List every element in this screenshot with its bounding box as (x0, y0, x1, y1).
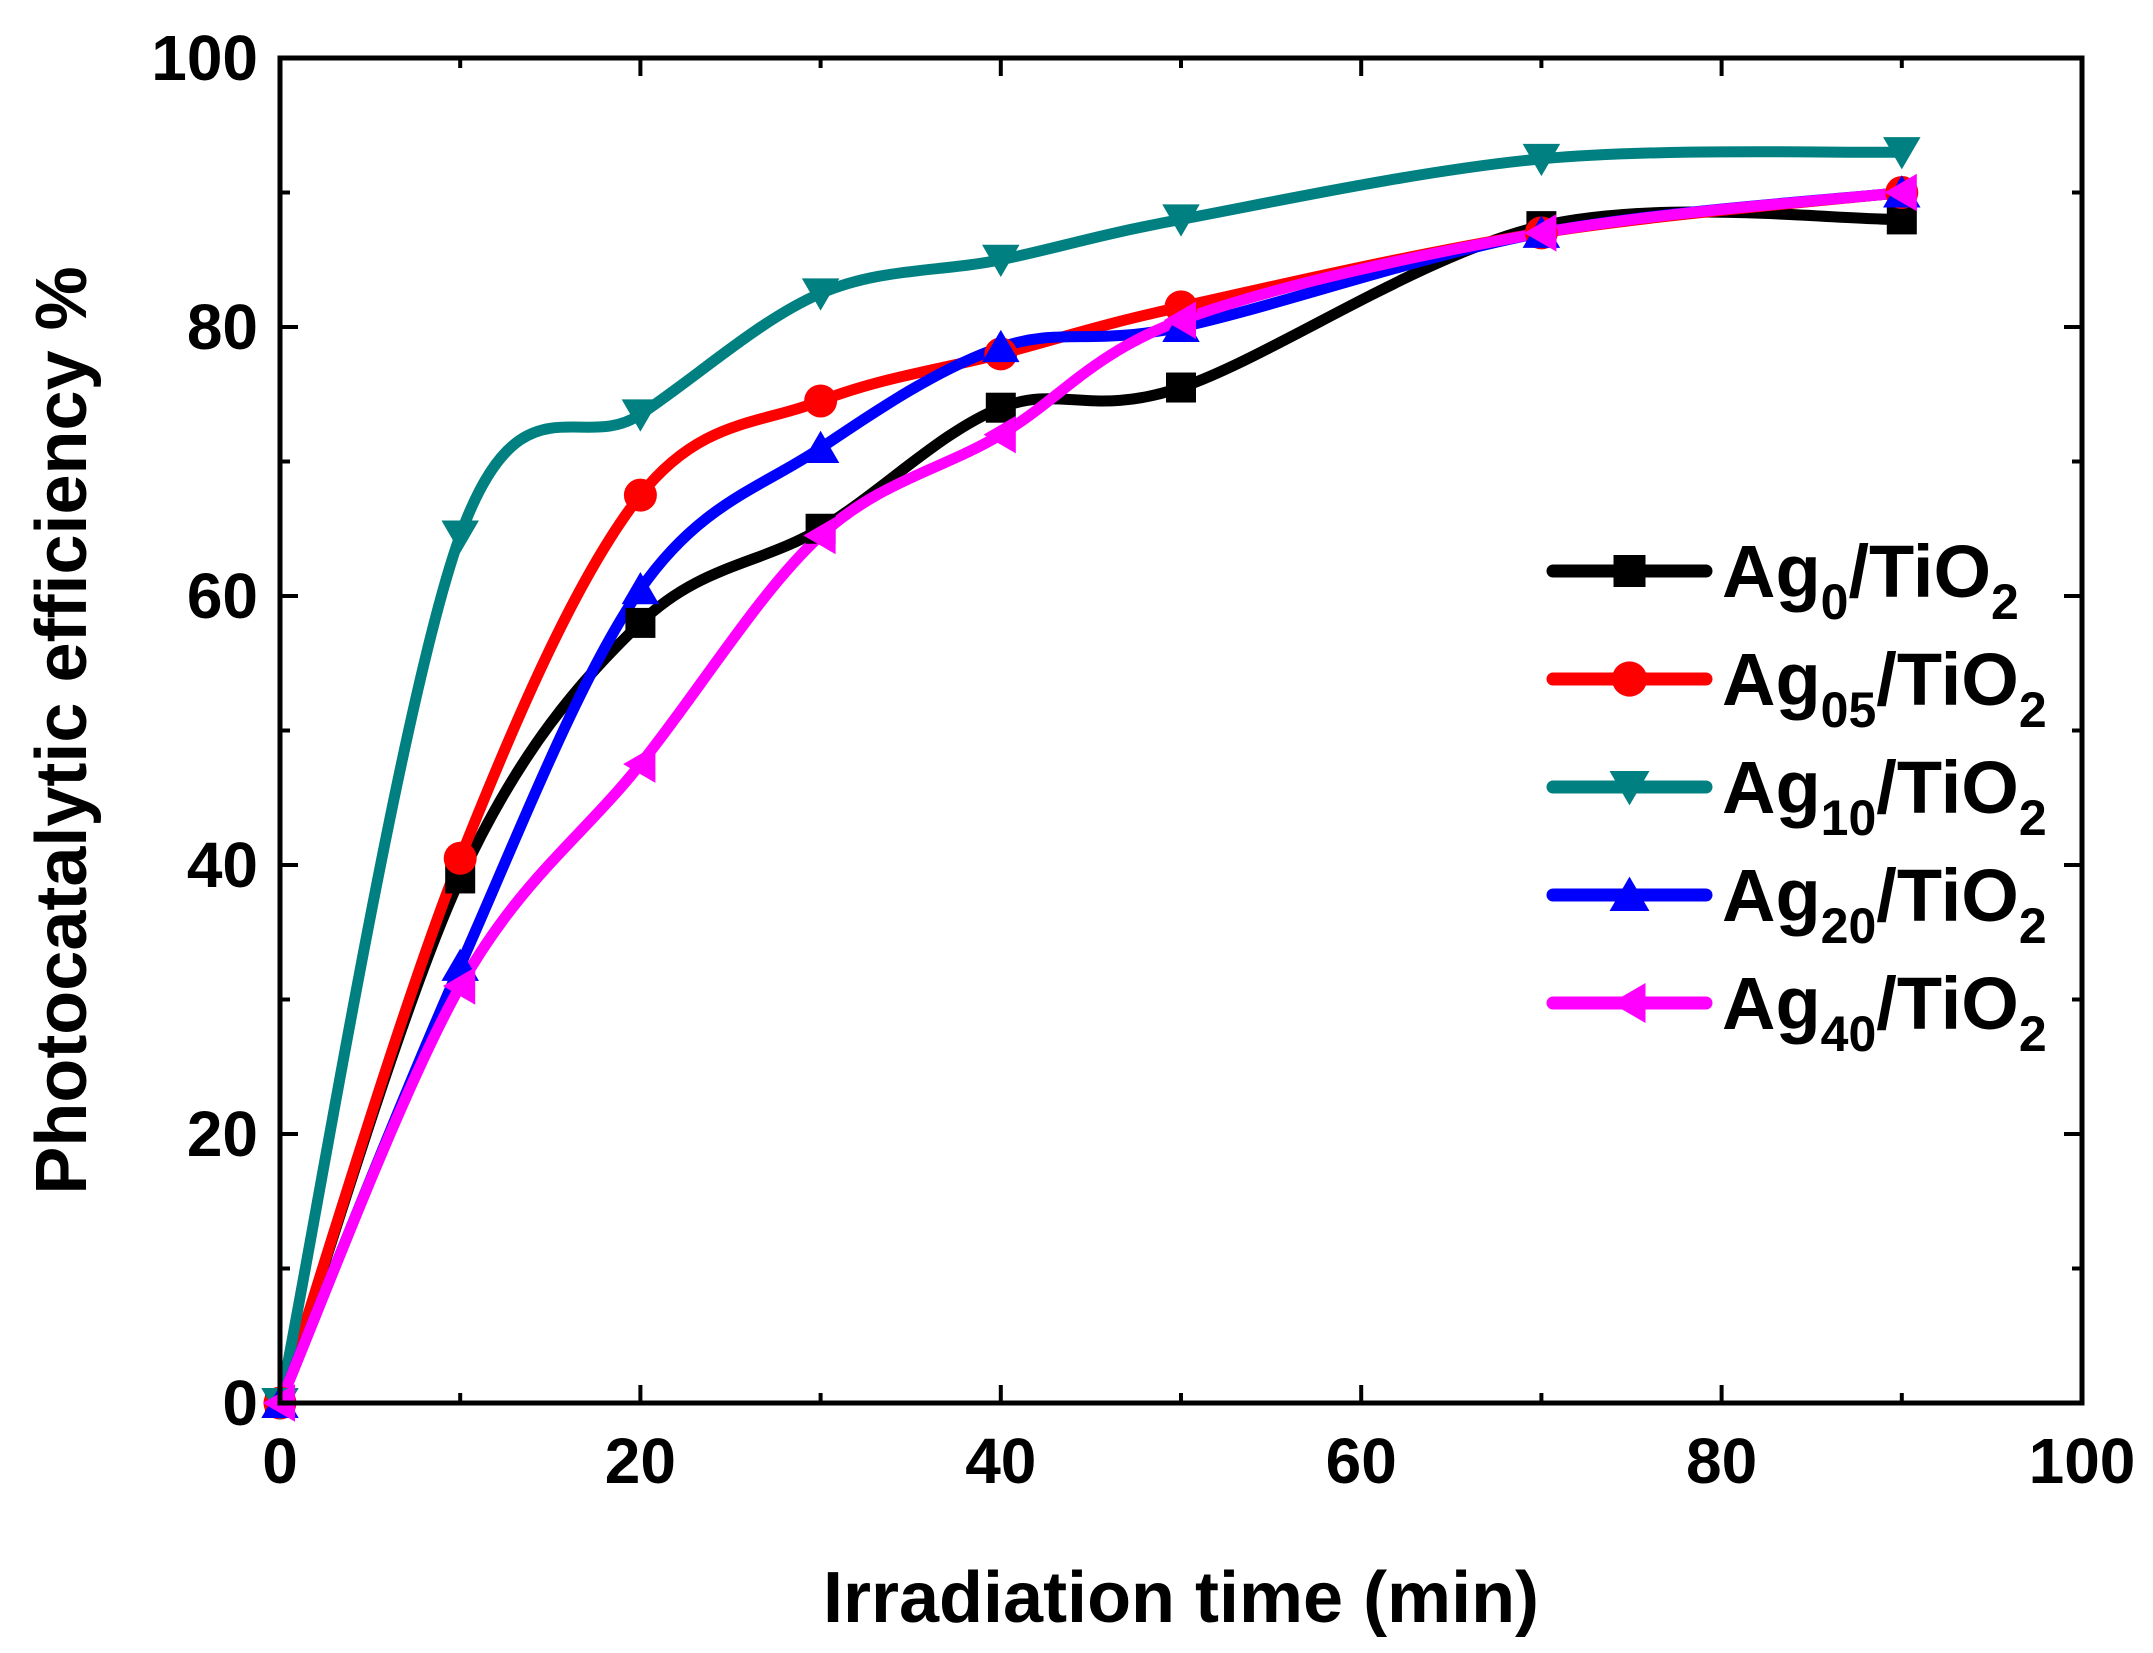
legend-swatch-marker (1611, 661, 1648, 697)
legend-label-subscript: 2 (2019, 898, 2047, 954)
legend-label: Ag05/TiO2 (1722, 638, 2047, 738)
legend-label-text: /TiO (1876, 962, 2019, 1045)
y-tick-label: 80 (187, 291, 258, 363)
series-lines (274, 146, 1908, 1409)
legend-label-text: /TiO (1876, 746, 2019, 829)
legend-item: Ag05/TiO2 (1546, 638, 2047, 738)
y-tick-label: 60 (187, 560, 258, 632)
legend-label: Ag40/TiO2 (1722, 962, 2047, 1062)
data-point-20 (801, 430, 840, 464)
y-axis-title: Photocatalytic efficiency % (22, 266, 102, 1194)
legend-label-subscript: 2 (1991, 574, 2019, 630)
legend-item: Ag20/TiO2 (1546, 854, 2047, 954)
legend-label-text: Ag (1722, 638, 1821, 721)
data-point-20 (621, 572, 660, 605)
data-point-0 (625, 607, 656, 638)
data-point-40 (623, 745, 656, 783)
legend-label-subscript: 05 (1821, 682, 1877, 738)
data-point-10 (1162, 204, 1200, 237)
y-tick-label: 0 (222, 1367, 258, 1439)
x-tick-label: 60 (1326, 1425, 1397, 1497)
y-tick-label: 40 (187, 829, 258, 901)
data-point-0 (1166, 372, 1196, 403)
legend-label-subscript: 2 (2019, 1006, 2047, 1062)
legend-label-subscript: 2 (2019, 790, 2047, 846)
legend-label-text: /TiO (1876, 638, 2019, 721)
data-point-40 (442, 967, 476, 1005)
series-line-40 (274, 187, 1908, 1409)
y-tick-label: 20 (187, 1098, 258, 1170)
legend: Ag0/TiO2Ag05/TiO2Ag10/TiO2Ag20/TiO2Ag40/… (1546, 530, 2047, 1062)
legend-label-text: /TiO (1876, 854, 2019, 937)
legend-swatch-marker (1609, 771, 1650, 806)
data-point-10 (621, 399, 660, 432)
legend-item: Ag40/TiO2 (1546, 962, 2047, 1062)
data-point-05 (443, 841, 477, 875)
legend-item: Ag10/TiO2 (1546, 746, 2047, 846)
legend-label: Ag10/TiO2 (1722, 746, 2047, 846)
legend-label-text: Ag (1722, 746, 1821, 829)
data-point-40 (1163, 301, 1196, 340)
legend-label-text: Ag (1722, 530, 1821, 613)
legend-label-text: /TiO (1848, 530, 1991, 613)
x-axis-title: Irradiation time (min) (823, 1558, 1539, 1638)
data-point-20 (982, 329, 1020, 363)
legend-label: Ag20/TiO2 (1722, 854, 2047, 954)
axis-ticks (278, 56, 2084, 1405)
data-point-0 (985, 392, 1016, 423)
data-point-05 (804, 384, 838, 418)
data-point-10 (1522, 143, 1561, 177)
x-tick-label: 20 (605, 1425, 676, 1497)
data-point-10 (801, 278, 840, 311)
x-tick-label: 40 (965, 1425, 1036, 1497)
data-point-10 (982, 244, 1020, 277)
data-point-40 (983, 415, 1016, 454)
legend-label-subscript: 40 (1821, 1006, 1877, 1062)
data-point-40 (1524, 214, 1557, 252)
legend-swatch-marker (1609, 876, 1650, 911)
legend-swatch-marker (1613, 555, 1646, 587)
data-point-05 (623, 478, 657, 512)
legend-label: Ag0/TiO2 (1722, 530, 2019, 630)
legend-label-text: Ag (1722, 854, 1821, 937)
legend-label-subscript: 10 (1821, 790, 1877, 846)
data-point-40 (803, 516, 836, 555)
legend-label-subscript: 20 (1821, 898, 1877, 954)
legend-label-text: Ag (1722, 962, 1821, 1045)
legend-swatch-marker (1611, 983, 1646, 1023)
data-point-0 (1886, 204, 1917, 235)
legend-item: Ag0/TiO2 (1546, 530, 2019, 630)
x-tick-label: 0 (262, 1425, 298, 1497)
y-tick-label: 100 (151, 22, 258, 94)
series-line-10 (274, 146, 1908, 1409)
legend-label-subscript: 0 (1821, 574, 1849, 630)
x-tick-label: 80 (1686, 1425, 1757, 1497)
data-point-10 (441, 520, 479, 553)
data-point-10 (1883, 137, 1921, 170)
x-tick-label: 100 (2029, 1425, 2136, 1497)
legend-label-subscript: 2 (2019, 682, 2047, 738)
data-point-40 (1884, 173, 1917, 212)
